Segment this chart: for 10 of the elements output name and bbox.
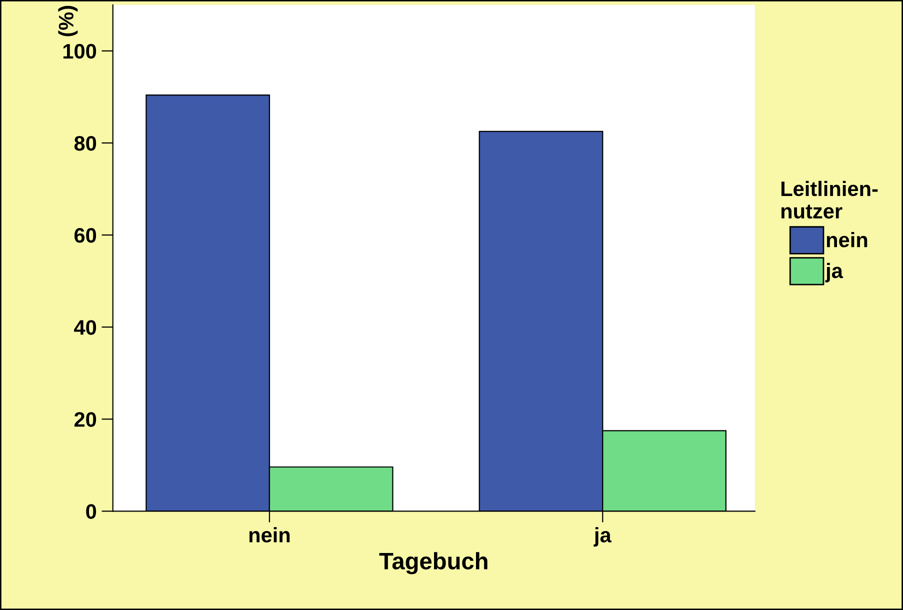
y-tick-label: 80 [74, 136, 96, 151]
x-axis-title: Tagebuch [379, 552, 488, 574]
y-tick-label: 0 [86, 504, 96, 519]
y-tick-label: 20 [74, 412, 96, 427]
y-axis-title: (%) [58, 6, 78, 36]
y-tick-label: 40 [74, 320, 96, 335]
legend-label: ja [825, 262, 844, 282]
legend-label: nein [826, 232, 868, 248]
y-tick-label: 60 [74, 228, 96, 243]
y-tick-label: 100 [63, 44, 96, 59]
